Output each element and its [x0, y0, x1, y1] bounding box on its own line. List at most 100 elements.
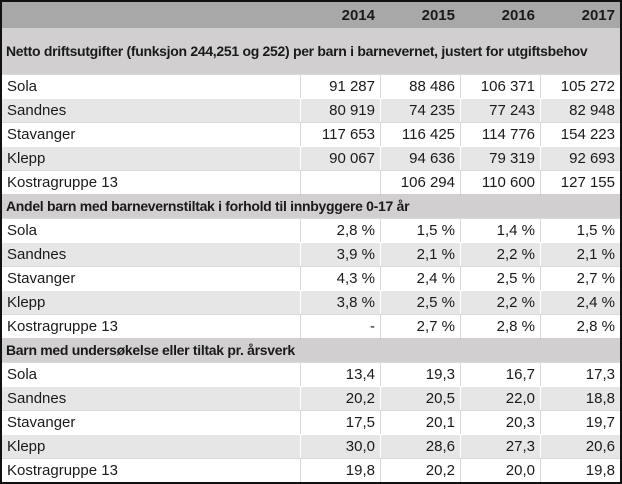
value-cell: 82 948	[540, 98, 620, 122]
row-label: Sandnes	[2, 386, 300, 410]
table-row: Kostragruppe 13 19,8 20,2 20,0 19,8	[2, 458, 620, 482]
value-cell: 17,3	[540, 362, 620, 386]
value-cell: 117 653	[300, 122, 380, 146]
value-cell: 13,4	[300, 362, 380, 386]
value-cell: 2,4 %	[540, 290, 620, 314]
table-row: Sola 13,4 19,3 16,7 17,3	[2, 362, 620, 386]
row-label: Stavanger	[2, 122, 300, 146]
value-cell: 4,3 %	[300, 266, 380, 290]
row-label: Klepp	[2, 434, 300, 458]
row-label: Sandnes	[2, 242, 300, 266]
value-cell: 92 693	[540, 146, 620, 170]
value-cell: 20,6	[540, 434, 620, 458]
year-header-cell: 2014	[300, 2, 380, 28]
section-header-row: Barn med undersøkelse eller tiltak pr. å…	[2, 338, 620, 362]
value-cell: 20,1	[380, 410, 460, 434]
value-cell: 94 636	[380, 146, 460, 170]
row-label: Klepp	[2, 290, 300, 314]
value-cell: 2,8 %	[300, 218, 380, 242]
value-cell: 3,9 %	[300, 242, 380, 266]
value-cell: 20,3	[460, 410, 540, 434]
table-row: Stavanger 17,5 20,1 20,3 19,7	[2, 410, 620, 434]
row-label: Kostragruppe 13	[2, 170, 300, 194]
section-header-row: Netto driftsutgifter (funksjon 244,251 o…	[2, 28, 620, 74]
value-cell: 2,2 %	[460, 290, 540, 314]
table-row: Klepp 90 067 94 636 79 319 92 693	[2, 146, 620, 170]
value-cell: 90 067	[300, 146, 380, 170]
year-header-cell: 2015	[380, 2, 460, 28]
value-cell: 110 600	[460, 170, 540, 194]
value-cell: 2,5 %	[380, 290, 460, 314]
value-cell: 2,8 %	[460, 314, 540, 338]
row-label: Kostragruppe 13	[2, 314, 300, 338]
value-cell: 2,7 %	[380, 314, 460, 338]
table-row: Sandnes 80 919 74 235 77 243 82 948	[2, 98, 620, 122]
table-row: Sola 91 287 88 486 106 371 105 272	[2, 74, 620, 98]
section-title: Andel barn med barnevernstiltak i forhol…	[2, 194, 620, 218]
value-cell: 2,1 %	[380, 242, 460, 266]
value-cell: 20,2	[300, 386, 380, 410]
value-cell: 18,8	[540, 386, 620, 410]
value-cell: 19,8	[300, 458, 380, 482]
table-row: Klepp 3,8 % 2,5 % 2,2 % 2,4 %	[2, 290, 620, 314]
value-cell: 22,0	[460, 386, 540, 410]
value-cell: 91 287	[300, 74, 380, 98]
value-cell: 88 486	[380, 74, 460, 98]
value-cell: 1,4 %	[460, 218, 540, 242]
value-cell: 19,3	[380, 362, 460, 386]
value-cell: 154 223	[540, 122, 620, 146]
value-cell: 16,7	[460, 362, 540, 386]
value-cell: 30,0	[300, 434, 380, 458]
value-cell: 19,7	[540, 410, 620, 434]
value-cell: 27,3	[460, 434, 540, 458]
value-cell: 80 919	[300, 98, 380, 122]
row-label: Stavanger	[2, 266, 300, 290]
value-cell: 2,5 %	[460, 266, 540, 290]
value-cell: 2,1 %	[540, 242, 620, 266]
year-header-cell: 2016	[460, 2, 540, 28]
section-title: Barn med undersøkelse eller tiltak pr. å…	[2, 338, 620, 362]
table-row: Sola 2,8 % 1,5 % 1,4 % 1,5 %	[2, 218, 620, 242]
value-cell: 116 425	[380, 122, 460, 146]
section-title: Netto driftsutgifter (funksjon 244,251 o…	[2, 28, 620, 74]
value-cell: 28,6	[380, 434, 460, 458]
table-row: Sandnes 3,9 % 2,1 % 2,2 % 2,1 %	[2, 242, 620, 266]
value-cell: 3,8 %	[300, 290, 380, 314]
year-header-cell: 2017	[540, 2, 620, 28]
value-cell: 106 371	[460, 74, 540, 98]
year-header-spacer	[2, 2, 300, 28]
value-cell: 77 243	[460, 98, 540, 122]
section-header-row: Andel barn med barnevernstiltak i forhol…	[2, 194, 620, 218]
value-cell: 1,5 %	[380, 218, 460, 242]
value-cell: 2,8 %	[540, 314, 620, 338]
value-cell: 105 272	[540, 74, 620, 98]
table-row: Kostragruppe 13 106 294 110 600 127 155	[2, 170, 620, 194]
value-cell: 17,5	[300, 410, 380, 434]
row-label: Sola	[2, 362, 300, 386]
value-cell: 114 776	[460, 122, 540, 146]
value-cell: -	[300, 314, 380, 338]
value-cell: 127 155	[540, 170, 620, 194]
table-row: Stavanger 4,3 % 2,4 % 2,5 % 2,7 %	[2, 266, 620, 290]
row-label: Kostragruppe 13	[2, 458, 300, 482]
value-cell: 79 319	[460, 146, 540, 170]
table-row: Kostragruppe 13 - 2,7 % 2,8 % 2,8 %	[2, 314, 620, 338]
value-cell: 2,4 %	[380, 266, 460, 290]
row-label: Sola	[2, 74, 300, 98]
table-row: Klepp 30,0 28,6 27,3 20,6	[2, 434, 620, 458]
value-cell: 74 235	[380, 98, 460, 122]
value-cell: 20,0	[460, 458, 540, 482]
row-label: Sandnes	[2, 98, 300, 122]
value-cell: 2,7 %	[540, 266, 620, 290]
value-cell: 106 294	[380, 170, 460, 194]
value-cell: 2,2 %	[460, 242, 540, 266]
table-row: Stavanger 117 653 116 425 114 776 154 22…	[2, 122, 620, 146]
row-label: Stavanger	[2, 410, 300, 434]
value-cell: 1,5 %	[540, 218, 620, 242]
value-cell: 20,2	[380, 458, 460, 482]
row-label: Sola	[2, 218, 300, 242]
value-cell	[300, 170, 380, 194]
value-cell: 19,8	[540, 458, 620, 482]
